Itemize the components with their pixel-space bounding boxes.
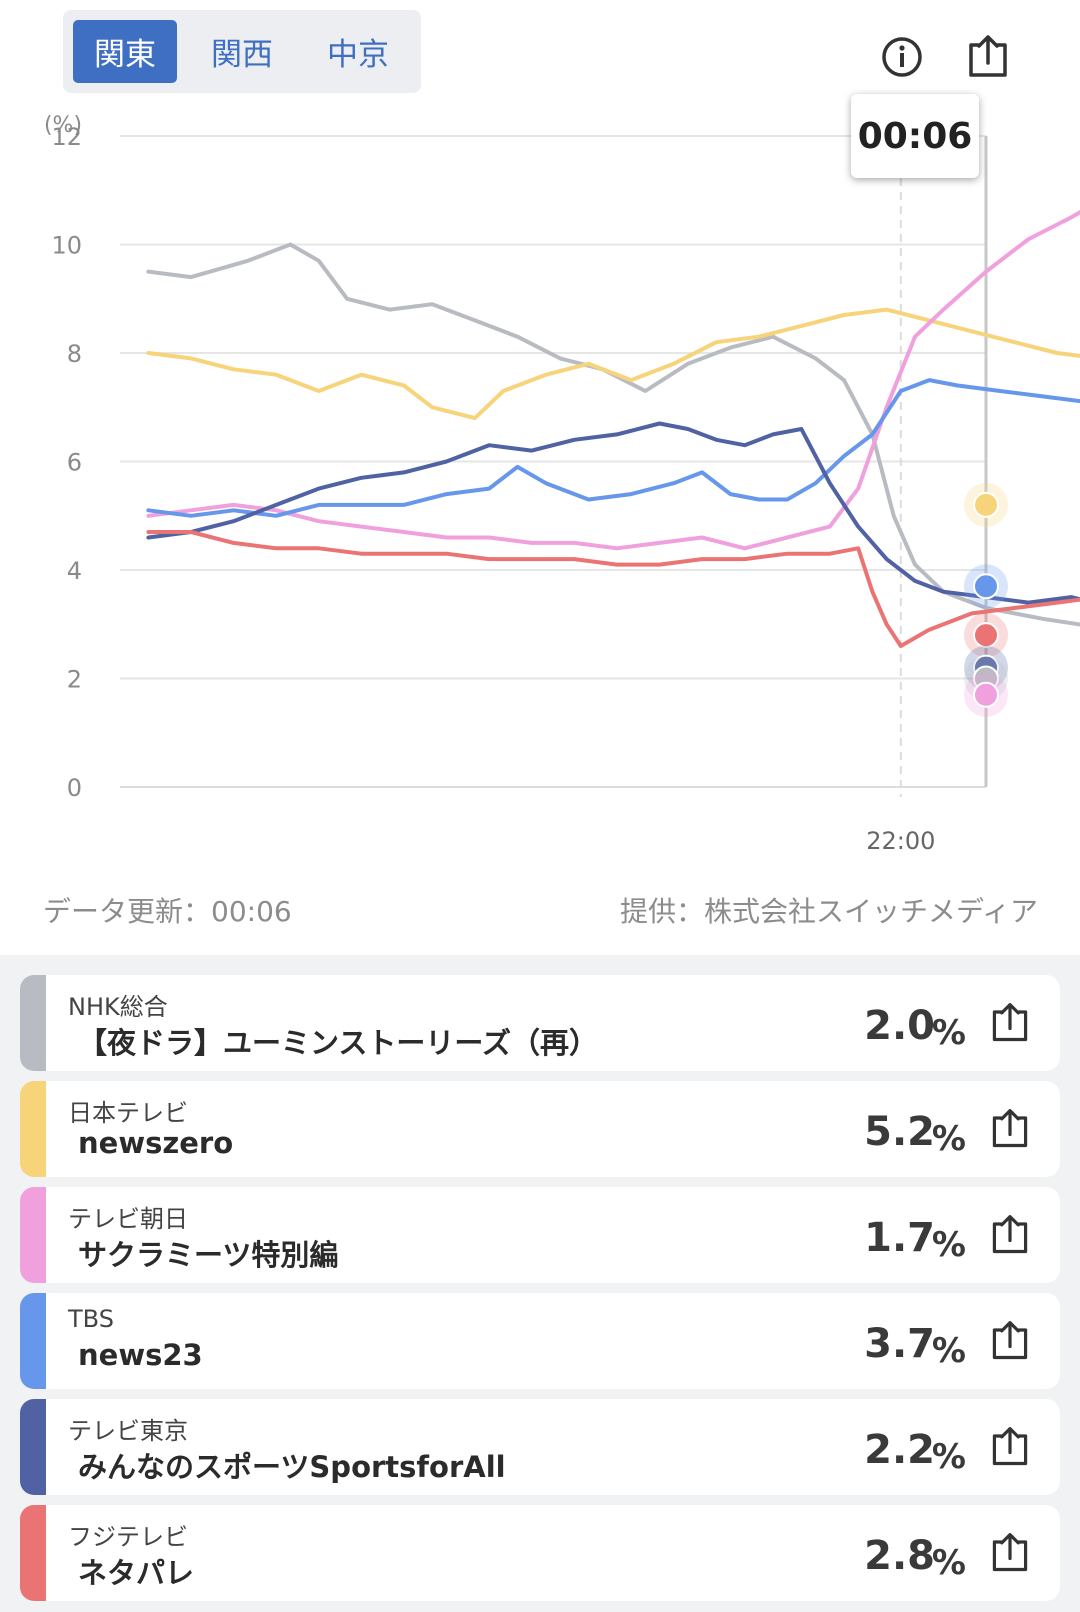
series-line bbox=[146, 307, 1080, 421]
channel-card-ntv[interactable]: 日本テレビ newszero 5.2 % bbox=[20, 1081, 1060, 1177]
y-tick-label: 0 bbox=[67, 774, 82, 802]
channel-name: NHK総合 bbox=[68, 993, 168, 1021]
rating-unit: % bbox=[931, 1331, 966, 1371]
rating-value: 2.0 bbox=[864, 1003, 935, 1049]
channel-card-tv-tokyo[interactable]: テレビ東京 みんなのスポーツSportsforAll 2.2 % bbox=[20, 1399, 1060, 1495]
end-marker-point bbox=[973, 573, 999, 600]
rating-value: 1.7 bbox=[864, 1215, 935, 1261]
channel-name: テレビ東京 bbox=[68, 1417, 188, 1445]
y-tick-label: 6 bbox=[67, 449, 82, 477]
rating-value: 3.7 bbox=[864, 1321, 935, 1367]
info-icon[interactable] bbox=[880, 35, 924, 79]
series-line bbox=[146, 530, 1080, 648]
channel-color-bar bbox=[20, 1187, 46, 1283]
data-updated-label: データ更新：00:06 bbox=[43, 895, 292, 928]
share-icon[interactable] bbox=[988, 1213, 1032, 1257]
rating-unit: % bbox=[931, 1437, 966, 1477]
series-line bbox=[146, 378, 1080, 518]
end-marker-point bbox=[973, 622, 999, 649]
channel-name: TBS bbox=[68, 1305, 114, 1333]
y-unit-label: (%) bbox=[44, 113, 82, 138]
program-title: サクラミーツ特別編 bbox=[78, 1238, 339, 1272]
tab-kanto[interactable]: 関東 bbox=[73, 20, 177, 83]
channel-color-bar bbox=[20, 1399, 46, 1495]
rating-unit: % bbox=[931, 1013, 966, 1053]
rating-unit: % bbox=[931, 1225, 966, 1265]
time-tooltip: 00:06 bbox=[851, 94, 979, 178]
program-title: newszero bbox=[78, 1126, 234, 1160]
share-icon[interactable] bbox=[988, 1319, 1032, 1363]
rating-value: 2.2 bbox=[864, 1427, 935, 1473]
series-line bbox=[146, 421, 1080, 605]
channel-name: テレビ朝日 bbox=[68, 1205, 188, 1233]
x-tick-label: 22:00 bbox=[866, 827, 935, 855]
region-tabs: 関東 関西 中京 bbox=[63, 10, 421, 93]
end-marker-point bbox=[973, 681, 999, 708]
channel-color-bar bbox=[20, 1505, 46, 1601]
channel-color-bar bbox=[20, 1293, 46, 1389]
y-tick-label: 12 bbox=[51, 123, 82, 151]
channel-card-fuji[interactable]: フジテレビ ネタパレ 2.8 % bbox=[20, 1505, 1060, 1601]
rating-unit: % bbox=[931, 1543, 966, 1583]
y-tick-label: 10 bbox=[51, 232, 82, 260]
program-title: news23 bbox=[78, 1338, 203, 1372]
provider-label: 提供：株式会社スイッチメディア bbox=[619, 895, 1038, 928]
share-icon[interactable] bbox=[965, 33, 1011, 81]
tab-kansai[interactable]: 関西 bbox=[211, 37, 273, 73]
series-line bbox=[146, 242, 1080, 627]
program-title: 【夜ドラ】ユーミンストーリーズ（再） bbox=[78, 1026, 598, 1060]
channel-color-bar bbox=[20, 975, 46, 1071]
channel-card-nhk[interactable]: NHK総合 【夜ドラ】ユーミンストーリーズ（再） 2.0 % bbox=[20, 975, 1060, 1071]
share-icon[interactable] bbox=[988, 1531, 1032, 1575]
channel-list: NHK総合 【夜ドラ】ユーミンストーリーズ（再） 2.0 % 日本テレビ new… bbox=[0, 955, 1080, 1612]
share-icon[interactable] bbox=[988, 1425, 1032, 1469]
channel-name: フジテレビ bbox=[68, 1523, 188, 1551]
channel-card-tv-asahi[interactable]: テレビ朝日 サクラミーツ特別編 1.7 % bbox=[20, 1187, 1060, 1283]
rating-unit: % bbox=[931, 1119, 966, 1159]
channel-name: 日本テレビ bbox=[68, 1099, 188, 1127]
series-line bbox=[146, 210, 1080, 551]
y-tick-label: 4 bbox=[67, 557, 82, 585]
channel-color-bar bbox=[20, 1081, 46, 1177]
program-title: みんなのスポーツSportsforAll bbox=[78, 1450, 506, 1484]
y-tick-label: 2 bbox=[67, 666, 82, 694]
end-marker-point bbox=[973, 491, 999, 518]
rating-value: 2.8 bbox=[864, 1533, 935, 1579]
rating-value: 5.2 bbox=[864, 1109, 935, 1155]
program-title: ネタパレ bbox=[78, 1556, 195, 1590]
share-icon[interactable] bbox=[988, 1001, 1032, 1045]
channel-card-tbs[interactable]: TBS news23 3.7 % bbox=[20, 1293, 1060, 1389]
tab-chukyo[interactable]: 中京 bbox=[327, 37, 389, 73]
y-tick-label: 8 bbox=[67, 340, 82, 368]
share-icon[interactable] bbox=[988, 1107, 1032, 1151]
